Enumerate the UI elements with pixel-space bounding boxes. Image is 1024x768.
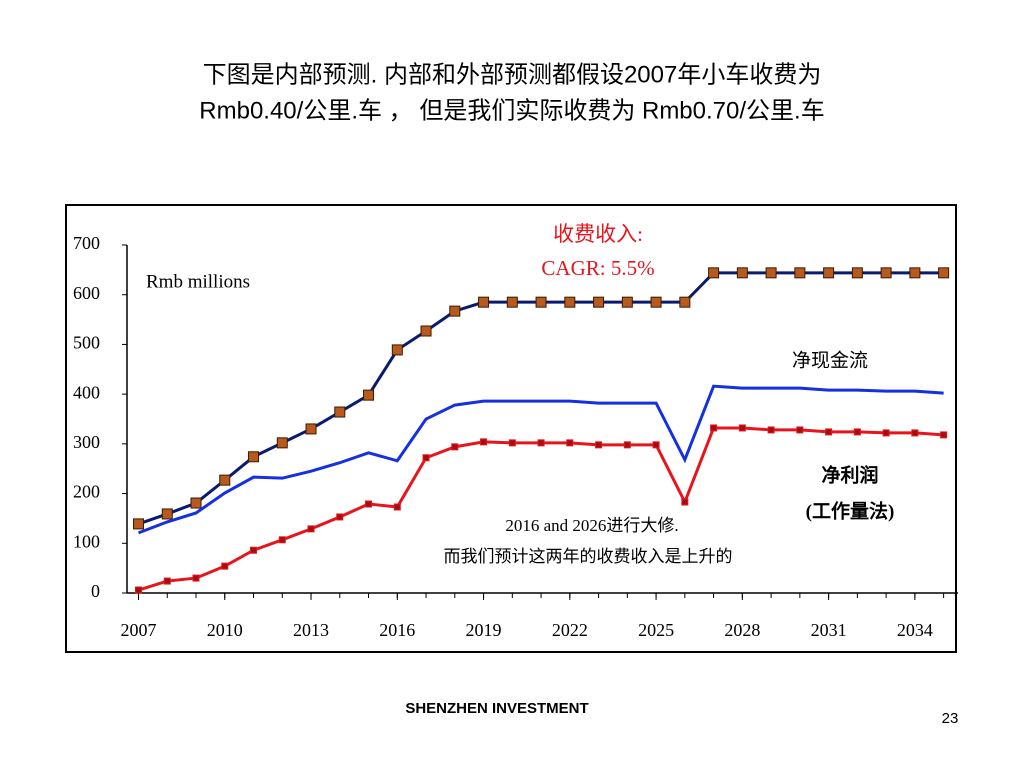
x-tick-label: 2007 bbox=[121, 620, 157, 640]
series-label: 净利润 bbox=[821, 463, 878, 486]
point-marker bbox=[794, 267, 806, 279]
point-marker bbox=[593, 296, 605, 308]
point-marker bbox=[621, 296, 633, 308]
point-marker bbox=[938, 267, 950, 279]
y-tick-label: 400 bbox=[73, 382, 100, 402]
y-tick-label: 100 bbox=[73, 531, 100, 551]
x-tick-label: 2016 bbox=[379, 620, 415, 640]
point-marker bbox=[163, 577, 171, 585]
point-marker bbox=[650, 296, 662, 308]
point-marker bbox=[451, 443, 459, 451]
point-marker bbox=[133, 518, 145, 530]
point-marker bbox=[736, 267, 748, 279]
point-marker bbox=[248, 451, 260, 463]
x-tick-label: 2022 bbox=[552, 620, 588, 640]
point-marker bbox=[276, 437, 288, 449]
point-marker bbox=[393, 503, 401, 511]
y-axis-label: Rmb millions bbox=[146, 271, 250, 292]
y-tick-label: 300 bbox=[73, 432, 100, 452]
point-marker bbox=[161, 508, 173, 520]
point-marker bbox=[506, 296, 518, 308]
x-tick-label: 2034 bbox=[897, 620, 933, 640]
point-marker bbox=[365, 500, 373, 508]
point-marker bbox=[825, 428, 833, 436]
point-marker bbox=[909, 267, 921, 279]
title-line: Rmb0.40/公里.车 ， 但是我们实际收费为 Rmb0.70/公里.车 bbox=[199, 97, 824, 124]
point-marker bbox=[478, 296, 490, 308]
point-marker bbox=[449, 305, 461, 317]
series-line bbox=[137, 384, 944, 535]
point-marker bbox=[422, 454, 430, 462]
x-tick-label: 2010 bbox=[207, 620, 243, 640]
point-marker bbox=[767, 426, 775, 434]
point-marker bbox=[765, 267, 777, 279]
point-marker bbox=[566, 439, 574, 447]
point-marker bbox=[823, 267, 835, 279]
annotation: CAGR: 5.5% bbox=[541, 256, 654, 280]
point-marker bbox=[278, 536, 286, 544]
y-tick-label: 0 bbox=[91, 581, 100, 601]
point-marker bbox=[537, 439, 545, 447]
point-marker bbox=[738, 424, 746, 432]
point-marker bbox=[135, 586, 143, 594]
point-marker bbox=[190, 497, 202, 509]
y-tick-label: 200 bbox=[73, 482, 100, 502]
point-marker bbox=[911, 429, 919, 437]
y-tick-label: 700 bbox=[73, 233, 100, 253]
x-tick-label: 2031 bbox=[811, 620, 847, 640]
point-marker bbox=[480, 438, 488, 446]
point-marker bbox=[508, 439, 516, 447]
point-marker bbox=[192, 574, 200, 582]
point-marker bbox=[940, 431, 948, 439]
y-tick-label: 500 bbox=[73, 333, 100, 353]
point-marker bbox=[623, 441, 631, 449]
annotation: 而我们预计这两年的收费收入是上升的 bbox=[444, 547, 733, 566]
point-marker bbox=[250, 546, 258, 554]
point-marker bbox=[564, 296, 576, 308]
point-marker bbox=[334, 406, 346, 418]
point-marker bbox=[391, 344, 403, 356]
point-marker bbox=[708, 267, 720, 279]
annotation: 2016 and 2026进行大修. bbox=[505, 516, 678, 535]
page-number: 23 bbox=[942, 710, 959, 727]
point-marker bbox=[221, 562, 229, 570]
chart-frame bbox=[65, 204, 957, 653]
title-line: 下图是内部预测. 内部和外部预测都假设2007年小车收费为 bbox=[203, 61, 822, 88]
point-marker bbox=[710, 424, 718, 432]
footer-company: SHENZHEN INVESTMENT bbox=[405, 700, 588, 717]
point-marker bbox=[880, 267, 892, 279]
x-tick-label: 2013 bbox=[293, 620, 329, 640]
point-marker bbox=[363, 389, 375, 401]
point-marker bbox=[652, 441, 660, 449]
point-marker bbox=[681, 498, 689, 506]
point-marker bbox=[882, 429, 890, 437]
x-tick-label: 2025 bbox=[638, 620, 674, 640]
point-marker bbox=[595, 441, 603, 449]
point-marker bbox=[535, 296, 547, 308]
point-marker bbox=[853, 428, 861, 436]
series-label: 净现金流 bbox=[792, 349, 868, 371]
point-marker bbox=[305, 423, 317, 435]
point-marker bbox=[851, 267, 863, 279]
point-marker bbox=[307, 525, 315, 533]
point-marker bbox=[219, 474, 231, 486]
x-tick-label: 2019 bbox=[466, 620, 502, 640]
x-tick-label: 2028 bbox=[724, 620, 760, 640]
point-marker bbox=[336, 513, 344, 521]
point-marker bbox=[420, 325, 432, 337]
point-marker bbox=[796, 426, 804, 434]
series-label: 收费收入: bbox=[553, 222, 643, 246]
annotation: (工作量法) bbox=[806, 499, 895, 522]
y-tick-label: 600 bbox=[73, 283, 100, 303]
point-marker bbox=[679, 296, 691, 308]
